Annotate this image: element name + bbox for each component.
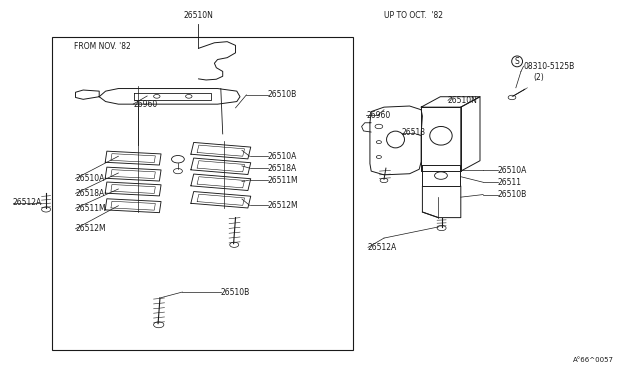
Text: 26960: 26960 <box>366 111 390 120</box>
Text: 26512M: 26512M <box>268 201 298 210</box>
Bar <box>52 37 353 350</box>
Text: 26510B: 26510B <box>498 190 527 199</box>
Text: 26512M: 26512M <box>76 224 106 233</box>
Text: 26511M: 26511M <box>268 176 298 185</box>
Text: 08310-5125B: 08310-5125B <box>524 62 575 71</box>
Text: (2): (2) <box>533 73 544 81</box>
Text: 26510B: 26510B <box>268 90 297 99</box>
Text: 26512A: 26512A <box>13 198 42 207</box>
Text: 26510A: 26510A <box>76 174 105 183</box>
Text: 26510N: 26510N <box>184 12 213 20</box>
Text: UP TO OCT.  '82: UP TO OCT. '82 <box>384 12 443 20</box>
Text: 26518A: 26518A <box>76 189 105 198</box>
Text: 26510A: 26510A <box>498 166 527 174</box>
Text: A°66^0057: A°66^0057 <box>573 357 614 363</box>
Text: 26510B: 26510B <box>221 288 250 296</box>
Text: S: S <box>515 57 520 66</box>
Text: 26510N: 26510N <box>448 96 478 105</box>
Text: 26511: 26511 <box>498 178 522 187</box>
Text: FROM NOV. '82: FROM NOV. '82 <box>74 42 131 51</box>
Text: 26513: 26513 <box>402 128 426 137</box>
Text: 26510A: 26510A <box>268 152 297 161</box>
Text: 26518A: 26518A <box>268 164 297 173</box>
Text: 26512A: 26512A <box>368 243 397 252</box>
Text: 26511M: 26511M <box>76 204 106 213</box>
Text: 26960: 26960 <box>133 100 157 109</box>
